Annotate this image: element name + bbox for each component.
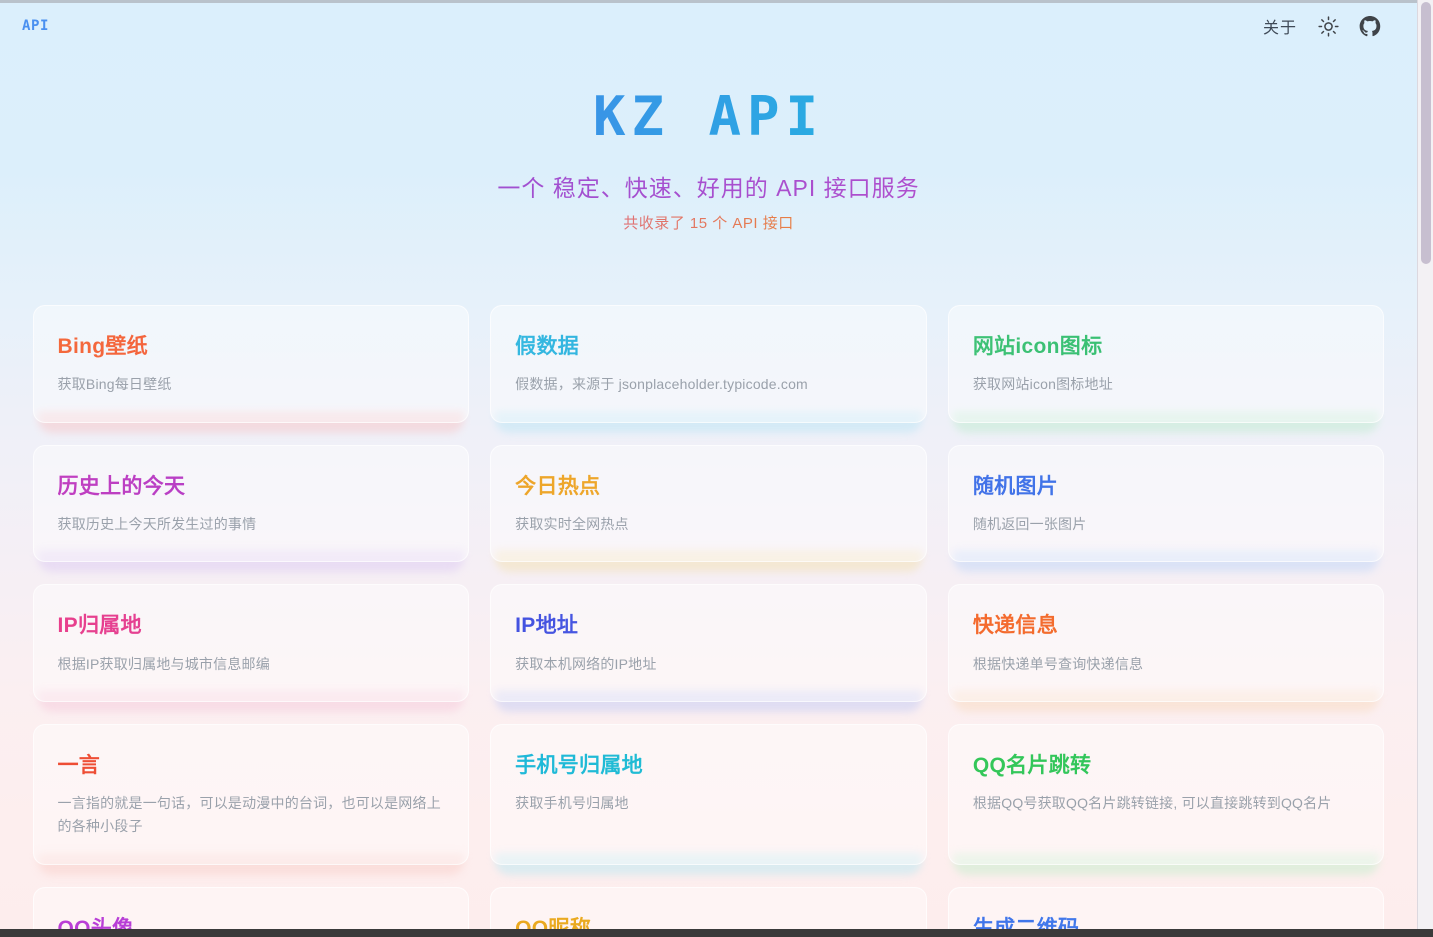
api-card-description: 根据QQ号获取QQ名片跳转链接, 可以直接跳转到QQ名片 (972, 795, 1332, 812)
api-card-title: 一言 (58, 753, 445, 778)
api-card-title: Bing壁纸 (58, 334, 445, 359)
api-card[interactable]: 今日热点获取实时全网热点 (490, 444, 927, 563)
api-card[interactable]: 随机图片随机返回一张图片 (947, 444, 1385, 563)
api-card-description: 获取实时全网热点 (515, 515, 629, 532)
vertical-scrollbar-thumb[interactable] (1421, 2, 1431, 264)
api-card-title: 网站icon图标 (973, 334, 1360, 359)
github-icon[interactable] (1359, 15, 1381, 37)
horizontal-scrollbar[interactable] (0, 929, 1433, 937)
api-card-description: 一言指的就是一句话，可以是动漫中的台词，也可以是网络上的各种小段子 (57, 795, 441, 835)
api-card-description: 根据IP获取归属地与城市信息邮编 (57, 655, 270, 672)
api-card-description: 获取网站icon图标地址 (972, 375, 1113, 392)
api-card-description: 获取Bing每日壁纸 (57, 375, 172, 392)
api-card-title: IP地址 (515, 613, 902, 638)
api-card[interactable]: QQ名片跳转根据QQ号获取QQ名片跳转链接, 可以直接跳转到QQ名片 (947, 724, 1385, 865)
vertical-scrollbar[interactable] (1417, 0, 1433, 929)
api-card-title: QQ头像 (58, 916, 445, 929)
api-card-title: QQ名片跳转 (973, 753, 1360, 778)
api-card-title: QQ昵称 (515, 916, 902, 929)
api-card-description: 获取历史上今天所发生过的事情 (57, 515, 257, 532)
api-card-description: 获取本机网络的IP地址 (515, 655, 657, 672)
api-card-title: 历史上的今天 (58, 474, 445, 499)
sun-icon[interactable] (1317, 15, 1339, 37)
page-title: KZ API (0, 88, 1417, 146)
api-card[interactable]: 假数据假数据，来源于 jsonplaceholder.typicode.com (490, 304, 927, 423)
api-card-description: 获取手机号归属地 (515, 795, 629, 812)
api-card[interactable]: 快递信息根据快递单号查询快递信息 (947, 584, 1385, 703)
page-subtitle: 一个 稳定、快速、好用的 API 接口服务 (0, 169, 1417, 203)
api-card[interactable]: IP地址获取本机网络的IP地址 (490, 584, 927, 703)
api-card[interactable]: 生成二维码根据字符串生成二维码 (947, 886, 1385, 929)
api-card[interactable]: Bing壁纸获取Bing每日壁纸 (32, 304, 470, 423)
api-card[interactable]: IP归属地根据IP获取归属地与城市信息邮编 (32, 584, 470, 703)
api-card[interactable]: QQ头像根据QQ号获取QQ头像 (32, 886, 470, 929)
api-card[interactable]: 手机号归属地获取手机号归属地 (490, 724, 927, 865)
api-card-title: 今日热点 (515, 474, 902, 499)
api-count-text: 共收录了 15 个 API 接口 (0, 212, 1417, 233)
api-card-title: 手机号归属地 (515, 753, 902, 778)
api-card[interactable]: 网站icon图标获取网站icon图标地址 (947, 304, 1385, 423)
top-navbar: API 关于 (0, 0, 1417, 52)
api-card-grid: Bing壁纸 获取Bing每日壁纸 假数据 假数据，来源于 jsonplacehold… (32, 304, 1385, 929)
api-card-description: 随机返回一张图片 (972, 515, 1087, 532)
api-card-title: 生成二维码 (973, 916, 1360, 929)
api-card[interactable]: 历史上的今天获取历史上今天所发生过的事情 (32, 444, 470, 563)
api-card-title: 快递信息 (973, 613, 1360, 638)
brand-logo[interactable]: API (22, 18, 50, 34)
window-top-edge (0, 0, 1433, 3)
api-card-description: 根据快递单号查询快递信息 (972, 655, 1144, 672)
hero-section: KZ API 一个 稳定、快速、好用的 API 接口服务 共收录了 15 个 A… (0, 52, 1417, 233)
api-card-title: IP归属地 (58, 613, 445, 638)
api-card[interactable]: QQ昵称根据QQ号获取QQ昵称 (490, 886, 927, 929)
api-card-title: 假数据 (515, 334, 902, 359)
api-card-description: 假数据，来源于 jsonplaceholder.typicode.com (515, 375, 808, 392)
nav-link-about[interactable]: 关于 (1262, 20, 1297, 37)
navbar-actions: 关于 (1263, 14, 1381, 38)
api-card-title: 随机图片 (973, 474, 1360, 499)
api-card[interactable]: 一言一言指的就是一句话，可以是动漫中的台词，也可以是网络上的各种小段子 (32, 724, 470, 865)
